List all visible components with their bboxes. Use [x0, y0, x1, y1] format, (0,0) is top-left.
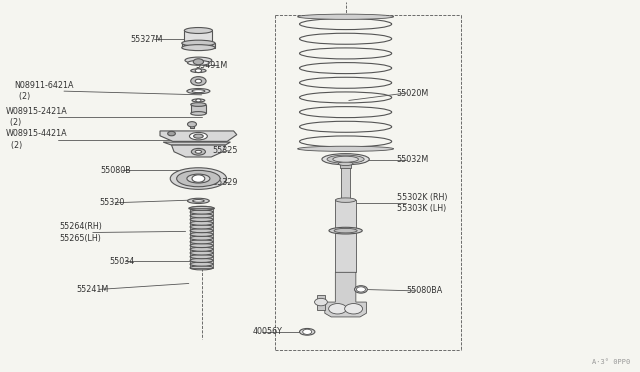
- Circle shape: [193, 59, 204, 65]
- Ellipse shape: [298, 14, 394, 19]
- Ellipse shape: [189, 132, 207, 140]
- Ellipse shape: [191, 103, 206, 106]
- Text: 55329: 55329: [212, 178, 238, 187]
- Ellipse shape: [335, 198, 356, 202]
- Ellipse shape: [191, 69, 206, 73]
- Ellipse shape: [190, 214, 213, 218]
- Ellipse shape: [190, 251, 213, 255]
- Ellipse shape: [190, 240, 213, 244]
- Ellipse shape: [300, 328, 315, 335]
- Text: W08915-2421A
  (2): W08915-2421A (2): [6, 107, 67, 127]
- Ellipse shape: [190, 206, 213, 210]
- Ellipse shape: [191, 148, 205, 155]
- Ellipse shape: [189, 206, 214, 210]
- Ellipse shape: [191, 112, 206, 115]
- Polygon shape: [163, 142, 230, 145]
- Ellipse shape: [190, 266, 213, 270]
- Ellipse shape: [190, 236, 213, 240]
- Circle shape: [356, 287, 365, 292]
- Text: 40056Y: 40056Y: [253, 327, 283, 336]
- Ellipse shape: [188, 198, 209, 203]
- Circle shape: [329, 304, 347, 314]
- Ellipse shape: [190, 217, 213, 221]
- Text: N08911-6421A
  (2): N08911-6421A (2): [14, 81, 74, 101]
- Text: 55080BA: 55080BA: [406, 286, 443, 295]
- Ellipse shape: [187, 174, 210, 183]
- Ellipse shape: [190, 232, 213, 237]
- Ellipse shape: [298, 146, 394, 151]
- Bar: [340, 164, 351, 168]
- Ellipse shape: [190, 225, 213, 229]
- Ellipse shape: [334, 228, 357, 233]
- Ellipse shape: [190, 210, 213, 214]
- Polygon shape: [172, 145, 225, 157]
- Ellipse shape: [190, 262, 213, 266]
- Text: A·3° 0PP0: A·3° 0PP0: [592, 359, 630, 365]
- Ellipse shape: [192, 99, 205, 102]
- Circle shape: [315, 298, 328, 306]
- Ellipse shape: [193, 199, 204, 202]
- Ellipse shape: [322, 154, 369, 165]
- Ellipse shape: [193, 134, 204, 138]
- Circle shape: [303, 329, 312, 334]
- Text: 55325: 55325: [212, 146, 238, 155]
- Text: 55020M: 55020M: [397, 89, 429, 97]
- Bar: [190, 125, 194, 128]
- Ellipse shape: [190, 258, 213, 263]
- Text: 55264(RH)
55265(LH): 55264(RH) 55265(LH): [60, 222, 102, 243]
- Ellipse shape: [184, 42, 212, 48]
- Bar: [190, 208, 213, 268]
- Ellipse shape: [177, 170, 220, 187]
- Ellipse shape: [190, 254, 213, 259]
- Ellipse shape: [182, 40, 215, 46]
- Ellipse shape: [339, 162, 353, 166]
- Ellipse shape: [329, 227, 362, 234]
- Circle shape: [168, 131, 175, 136]
- Text: 55302K (RH)
55303K (LH): 55302K (RH) 55303K (LH): [397, 193, 447, 213]
- Polygon shape: [317, 295, 325, 310]
- Circle shape: [196, 99, 201, 102]
- Text: 55320: 55320: [99, 198, 125, 207]
- Bar: [184, 31, 212, 45]
- Ellipse shape: [184, 28, 212, 33]
- Bar: [182, 43, 215, 48]
- Ellipse shape: [190, 228, 213, 233]
- Ellipse shape: [182, 45, 215, 51]
- Polygon shape: [160, 131, 237, 141]
- Circle shape: [192, 175, 205, 182]
- Text: 55080B: 55080B: [100, 166, 131, 174]
- Ellipse shape: [190, 247, 213, 251]
- Ellipse shape: [185, 57, 212, 63]
- Circle shape: [345, 304, 362, 314]
- Bar: [190, 208, 213, 268]
- Ellipse shape: [190, 221, 213, 225]
- Ellipse shape: [187, 89, 210, 94]
- Bar: [342, 164, 350, 200]
- Ellipse shape: [170, 168, 227, 189]
- Circle shape: [195, 69, 202, 73]
- Circle shape: [191, 77, 206, 86]
- Ellipse shape: [327, 155, 364, 163]
- Text: 55241M: 55241M: [77, 285, 109, 294]
- Text: 55034: 55034: [109, 257, 134, 266]
- Ellipse shape: [355, 286, 367, 293]
- Text: W08915-4421A
  (2): W08915-4421A (2): [6, 129, 67, 150]
- Ellipse shape: [192, 90, 205, 93]
- Text: 55032M: 55032M: [397, 155, 429, 164]
- Circle shape: [195, 79, 202, 83]
- Ellipse shape: [333, 156, 358, 162]
- Ellipse shape: [195, 150, 202, 153]
- Circle shape: [188, 122, 196, 127]
- Polygon shape: [325, 272, 366, 317]
- Bar: [335, 200, 356, 272]
- Text: 55491M: 55491M: [195, 61, 227, 70]
- Ellipse shape: [190, 243, 213, 248]
- Ellipse shape: [188, 60, 209, 65]
- Bar: [191, 105, 206, 113]
- Text: 55327M: 55327M: [131, 35, 163, 44]
